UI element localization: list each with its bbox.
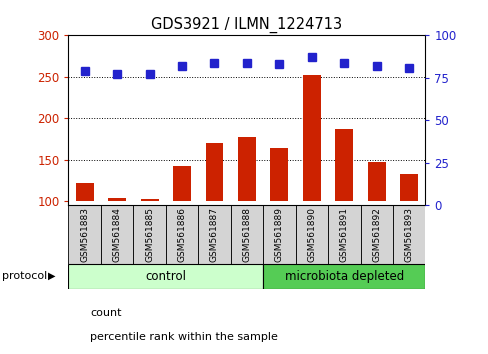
Text: control: control [145,270,186,282]
Text: microbiota depleted: microbiota depleted [284,270,403,282]
Text: GSM561886: GSM561886 [177,207,186,262]
Bar [400,174,417,201]
Text: GSM561884: GSM561884 [112,207,122,262]
Bar [302,75,320,201]
Bar [263,264,425,289]
Text: GSM561891: GSM561891 [339,207,348,262]
Title: GDS3921 / ILMN_1224713: GDS3921 / ILMN_1224713 [151,16,342,33]
Bar [392,205,425,264]
Bar [108,198,126,201]
Bar [68,205,101,264]
Bar [141,199,158,201]
Bar [263,205,295,264]
Bar [270,148,288,201]
Bar [367,162,385,201]
Text: GSM561893: GSM561893 [404,207,413,262]
Bar [360,205,392,264]
Text: GSM561887: GSM561887 [209,207,219,262]
Bar [295,205,327,264]
Bar [327,205,360,264]
Text: GSM561890: GSM561890 [307,207,316,262]
Text: GSM561889: GSM561889 [274,207,284,262]
Text: ▶: ▶ [48,271,55,281]
Text: GSM561892: GSM561892 [371,207,381,262]
Bar [230,205,263,264]
Bar [205,143,223,201]
Bar [198,205,230,264]
Text: count: count [90,308,122,318]
Bar [133,205,165,264]
Bar [68,264,263,289]
Bar [76,183,93,201]
Bar [101,205,133,264]
Bar [165,205,198,264]
Bar [238,137,255,201]
Text: percentile rank within the sample: percentile rank within the sample [90,332,278,342]
Text: GSM561883: GSM561883 [80,207,89,262]
Text: GSM561885: GSM561885 [145,207,154,262]
Text: protocol: protocol [2,271,48,281]
Text: GSM561888: GSM561888 [242,207,251,262]
Bar [335,129,352,201]
Bar [173,166,191,201]
